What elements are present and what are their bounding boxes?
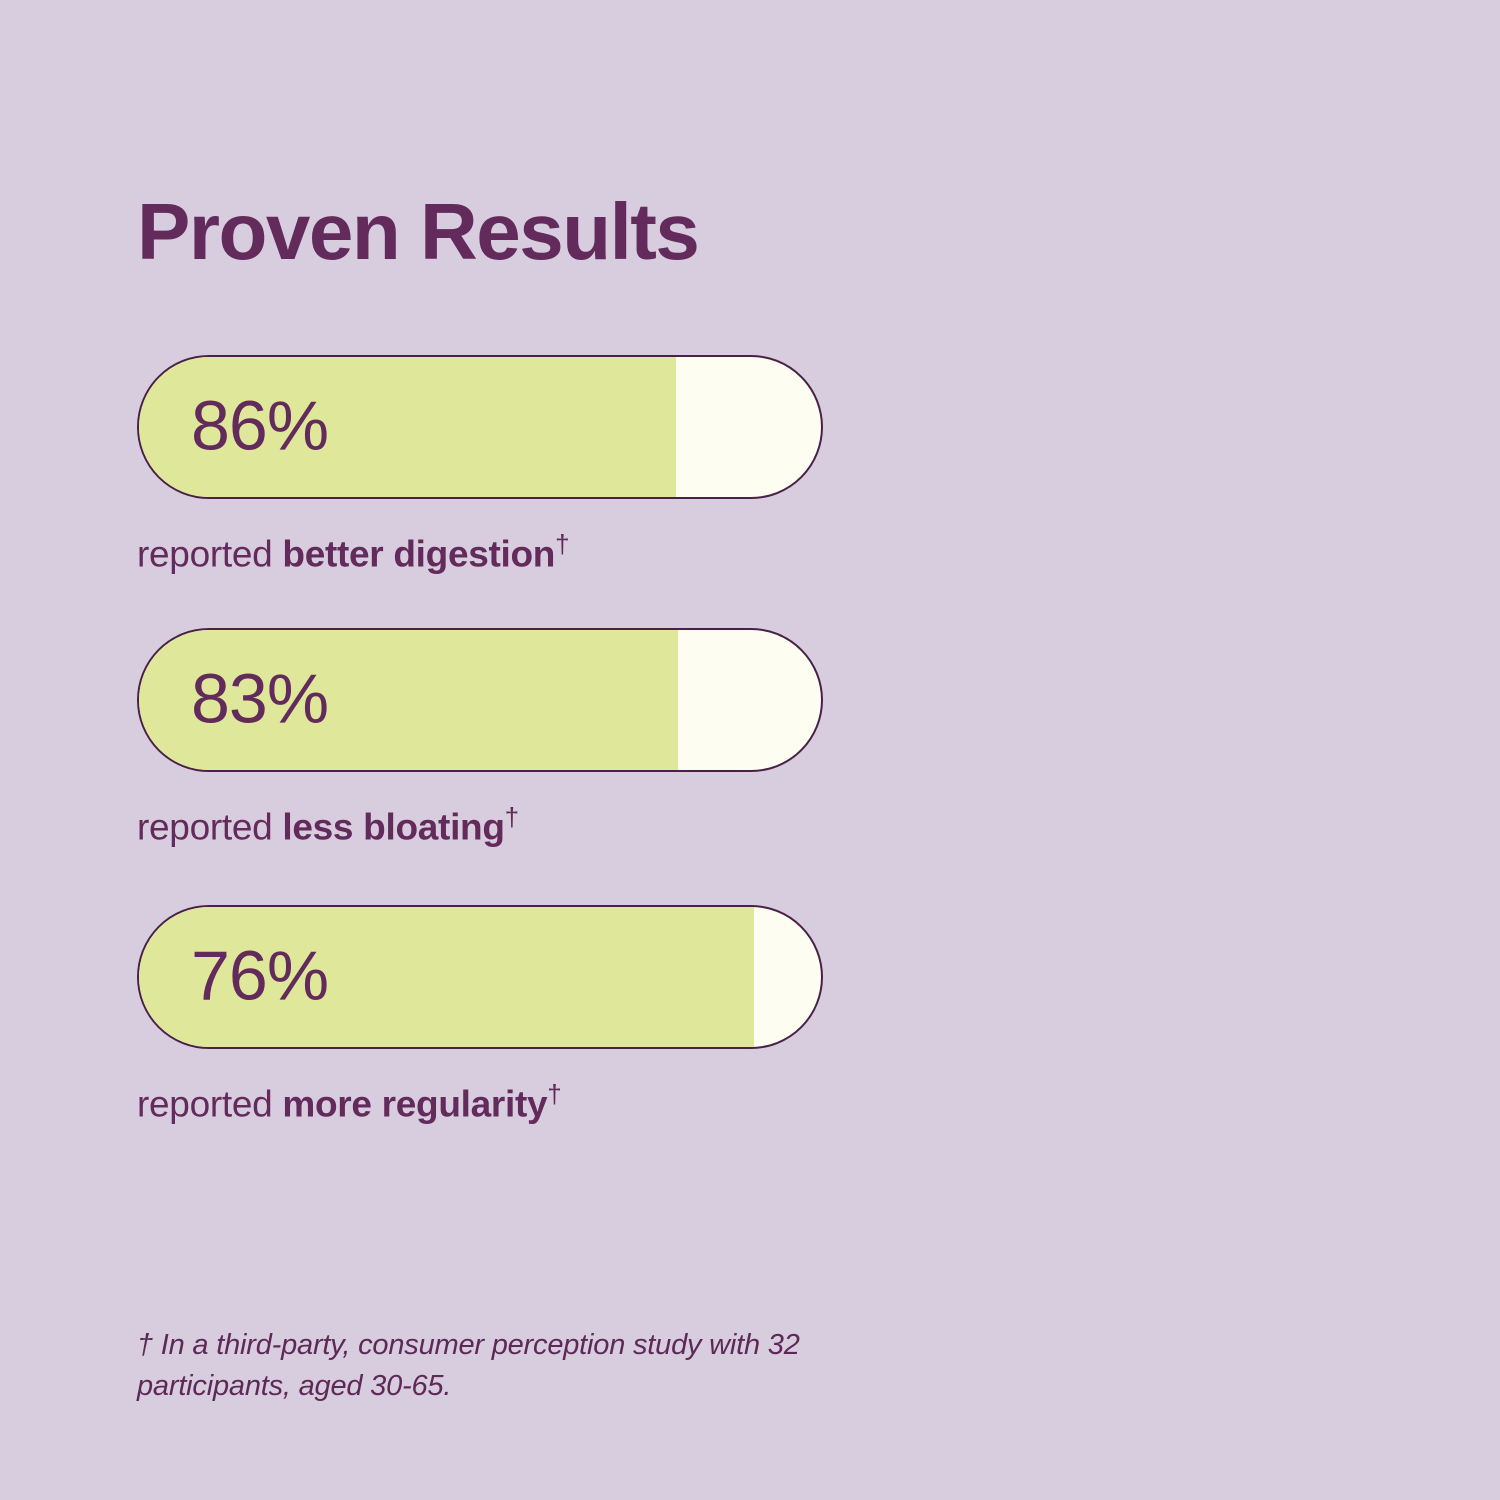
dagger-icon: †	[555, 529, 570, 559]
stat-label-prefix: reported	[137, 806, 283, 848]
stat-label: reported more regularity†	[137, 1079, 823, 1125]
stat-label-prefix: reported	[137, 533, 283, 575]
progress-bar: 83%	[137, 628, 823, 772]
product-photo	[900, 0, 1500, 1500]
stat-block: 76% reported more regularity†	[137, 905, 823, 1125]
study-footnote: † In a third-party, consumer perception …	[137, 1329, 800, 1403]
progress-bar-fill	[139, 357, 677, 497]
stat-percentage: 83%	[191, 659, 329, 738]
stat-block: 86% reported better digestion†	[137, 355, 823, 575]
dagger-icon: †	[504, 802, 519, 832]
stat-percentage: 76%	[191, 936, 329, 1015]
progress-bar: 86%	[137, 355, 823, 499]
progress-bar: 76%	[137, 905, 823, 1049]
progress-bar-fill	[139, 630, 679, 770]
progress-bar-fill	[139, 907, 755, 1047]
stat-label-emphasis: less bloating	[282, 806, 505, 848]
stat-label: reported less bloating†	[137, 802, 823, 848]
stats-panel: Proven Results 86% reported better diges…	[137, 187, 823, 1403]
stat-percentage: 86%	[191, 386, 329, 465]
stat-block: 83% reported less bloating†	[137, 628, 823, 848]
stat-label-emphasis: more regularity	[282, 1083, 548, 1125]
page-title: Proven Results	[137, 187, 700, 276]
dagger-icon: †	[547, 1079, 562, 1109]
stat-label-emphasis: better digestion	[282, 533, 556, 575]
stat-label: reported better digestion†	[137, 529, 823, 575]
stat-label-prefix: reported	[137, 1083, 283, 1125]
